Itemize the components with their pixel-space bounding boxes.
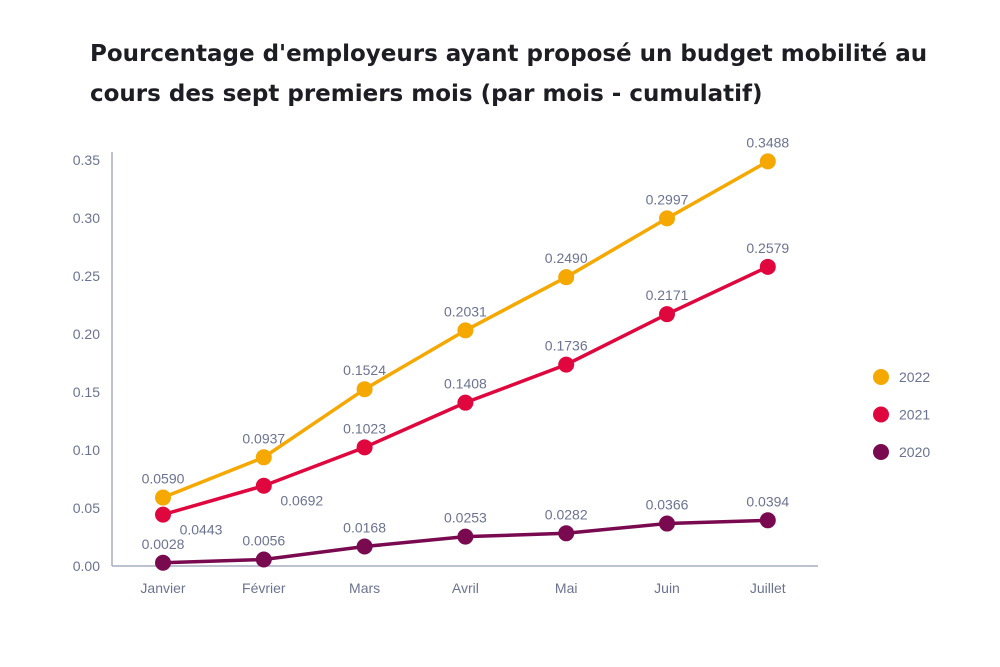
chart-title: Pourcentage d'employeurs ayant proposé u… [90,41,928,107]
data-point-2022 [457,322,474,339]
y-tick-label: 0.10 [73,442,100,458]
data-point-2022 [255,449,272,466]
data-point-2021 [155,506,171,523]
data-label-2022: 0.0937 [242,430,285,446]
data-point-2021 [356,439,373,456]
data-point-2020 [659,515,675,532]
legend-marker-2020 [873,444,889,460]
legend-label-2022: 2022 [899,369,930,385]
data-point-2022 [356,381,373,398]
data-label-2020: 0.0253 [444,510,487,526]
data-label-2021: 0.0692 [280,493,323,509]
data-label-2021: 0.2171 [646,287,689,303]
y-tick-label: 0.05 [73,500,100,516]
y-tick-label: 0.35 [73,152,100,168]
x-tick-label: Mars [349,580,380,596]
data-label-2021: 0.1023 [343,420,386,436]
legend-label-2020: 2020 [899,444,930,460]
x-tick-label: Avril [452,580,479,596]
data-label-2020: 0.0056 [242,533,285,549]
data-label-2021: 0.1408 [444,376,487,392]
data-label-2022: 0.0590 [142,471,185,487]
data-point-2020 [558,525,575,542]
y-tick-label: 0.20 [73,326,100,342]
data-label-2021: 0.2579 [746,240,789,256]
data-point-2022 [155,489,171,506]
y-tick-label: 0.25 [73,268,100,284]
data-point-2020 [155,554,171,571]
data-label-2020: 0.0366 [646,497,689,513]
data-point-2021 [558,356,575,373]
data-point-2020 [356,538,373,555]
data-label-2022: 0.3488 [746,134,789,150]
data-label-2021: 0.0443 [180,522,223,538]
x-tick-label: Janvier [140,580,185,596]
legend-label-2021: 2021 [899,407,930,423]
y-tick-label: 0.30 [73,210,100,226]
x-tick-label: Février [242,580,286,596]
data-point-2021 [659,306,675,323]
data-label-2022: 0.2031 [444,303,487,319]
data-label-2022: 0.2997 [646,191,689,207]
data-label-2020: 0.0028 [142,536,185,552]
data-point-2022 [659,210,675,227]
data-point-2021 [255,477,272,494]
data-point-2022 [759,153,776,170]
data-point-2020 [255,551,272,568]
x-tick-label: Juin [654,580,680,596]
data-label-2022: 0.1524 [343,362,386,378]
y-tick-label: 0.00 [73,558,100,574]
data-label-2020: 0.0282 [545,506,588,522]
legend-marker-2021 [873,406,889,423]
data-point-2021 [759,258,776,275]
data-label-2020: 0.0168 [343,520,386,536]
data-point-2020 [457,528,474,545]
y-tick-label: 0.15 [73,384,100,400]
data-point-2022 [558,269,575,286]
x-tick-label: Juillet [750,580,786,596]
data-label-2020: 0.0394 [746,493,789,509]
data-label-2022: 0.2490 [545,250,588,266]
data-label-2021: 0.1736 [545,338,588,354]
data-point-2020 [759,512,776,529]
data-point-2021 [457,394,474,411]
legend-marker-2022 [873,369,889,385]
x-tick-label: Mai [555,580,578,596]
